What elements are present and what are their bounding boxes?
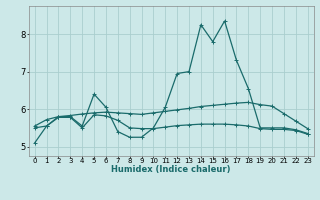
X-axis label: Humidex (Indice chaleur): Humidex (Indice chaleur) [111, 165, 231, 174]
